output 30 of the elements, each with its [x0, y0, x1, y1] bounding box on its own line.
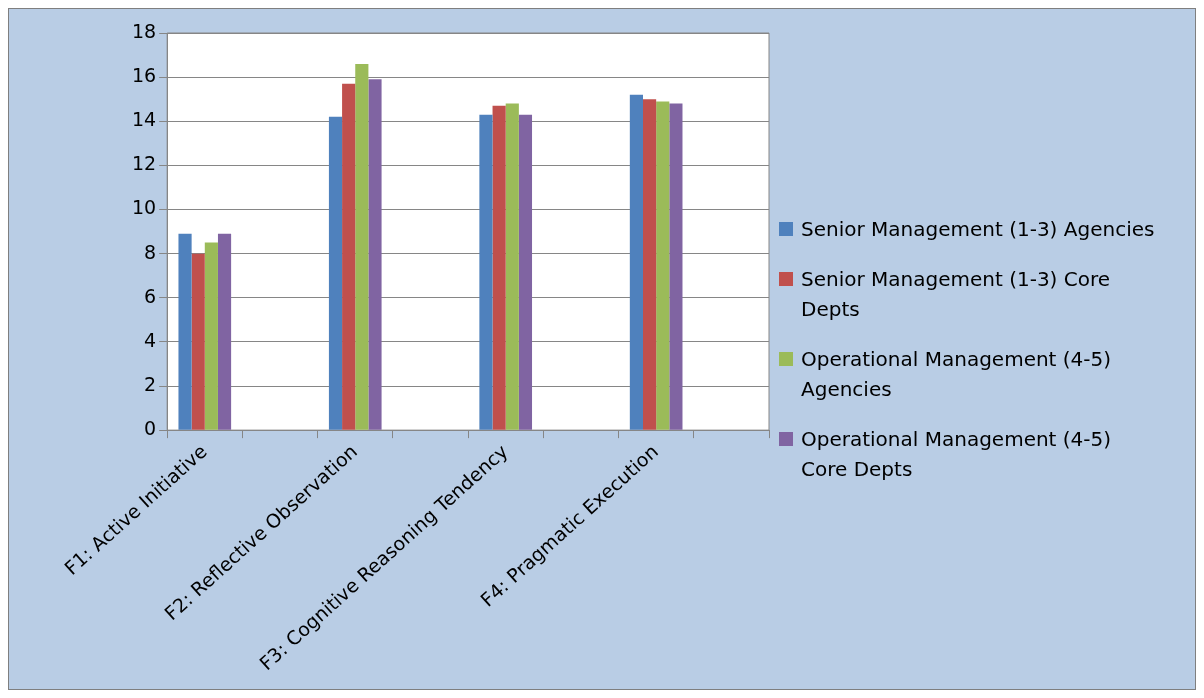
- y-tick-label: 2: [144, 372, 157, 395]
- y-tick-label: 8: [144, 240, 157, 263]
- bar: [479, 114, 493, 430]
- y-tick-label: 6: [144, 284, 157, 307]
- bar: [217, 233, 232, 430]
- bar: [342, 83, 356, 430]
- bar: [204, 242, 218, 430]
- bar: [656, 101, 670, 430]
- y-tick-label: 12: [131, 152, 157, 175]
- bar: [505, 103, 519, 430]
- legend-label: Senior Management (1-3) Core Depts: [801, 266, 1112, 323]
- legend-label: Operational Management (4-5) Core Depts: [801, 426, 1113, 483]
- y-tick-label: 4: [144, 328, 157, 351]
- bar: [178, 233, 192, 430]
- y-tick-label: 14: [131, 108, 157, 131]
- y-tick-label: 16: [131, 64, 157, 87]
- y-tick-label: 10: [131, 196, 157, 219]
- y-tick-label: 18: [131, 19, 157, 42]
- bar: [642, 99, 657, 430]
- legend-label: Senior Management (1-3) Agencies: [801, 216, 1156, 243]
- bar: [355, 63, 369, 430]
- bar: [191, 253, 205, 430]
- legend-label: Operational Management (4-5) Agencies: [801, 346, 1113, 403]
- bar: [368, 79, 382, 430]
- bar: [328, 116, 343, 430]
- bar: [492, 105, 506, 430]
- bar: [518, 114, 533, 430]
- y-tick-label: 0: [144, 417, 157, 440]
- bar: [669, 103, 683, 430]
- bar: [629, 94, 643, 430]
